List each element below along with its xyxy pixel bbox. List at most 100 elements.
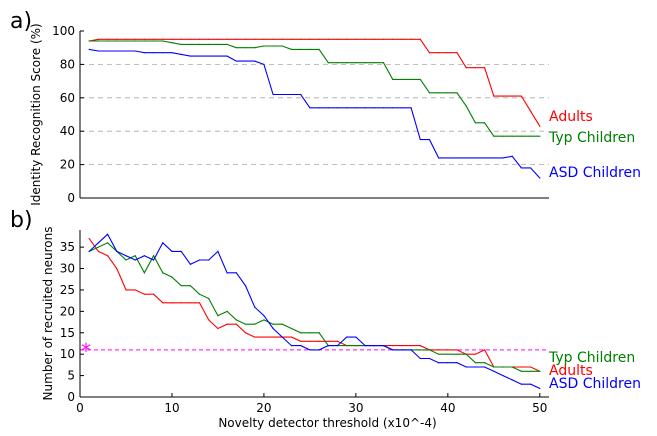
data-point xyxy=(502,95,504,97)
data-point xyxy=(263,38,265,40)
data-point xyxy=(336,62,339,64)
data-point xyxy=(382,62,385,64)
data-point xyxy=(254,323,256,325)
data-point xyxy=(539,387,541,390)
data-point xyxy=(88,250,90,253)
data-point xyxy=(447,353,449,355)
data-point xyxy=(226,43,228,45)
data-point xyxy=(116,38,118,40)
data-point xyxy=(254,38,256,40)
data-point xyxy=(106,38,109,40)
data-point xyxy=(318,38,320,40)
data-point xyxy=(511,155,513,157)
y-axis-label: Number of recruited neurons xyxy=(41,227,55,401)
data-point xyxy=(116,50,118,52)
data-point xyxy=(198,38,201,40)
data-point xyxy=(106,40,109,42)
data-point xyxy=(226,272,228,274)
data-point xyxy=(447,157,449,159)
data-point xyxy=(502,366,504,368)
data-point xyxy=(189,285,191,287)
data-point xyxy=(474,157,477,159)
data-point xyxy=(152,40,155,42)
data-point xyxy=(318,48,320,50)
data-point xyxy=(465,67,467,69)
data-point xyxy=(244,323,247,325)
data-point xyxy=(217,327,219,330)
data-point xyxy=(152,38,155,40)
data-point xyxy=(189,302,191,304)
data-point xyxy=(410,38,412,40)
data-point xyxy=(493,366,495,368)
series-label: Adults xyxy=(549,109,593,125)
data-point xyxy=(300,38,302,40)
data-point xyxy=(474,353,477,355)
data-point xyxy=(244,38,247,40)
data-point xyxy=(263,45,265,47)
data-point xyxy=(162,272,164,274)
data-point xyxy=(263,336,265,338)
data-point xyxy=(419,349,421,351)
data-point xyxy=(520,366,523,368)
data-point xyxy=(484,349,486,351)
data-point xyxy=(106,50,109,52)
data-point xyxy=(309,48,311,50)
data-point xyxy=(290,93,293,96)
data-point xyxy=(484,366,486,368)
data-point xyxy=(474,366,477,368)
series-line-asd-children xyxy=(88,233,541,389)
data-point xyxy=(180,302,182,304)
y-tick-label: 35 xyxy=(60,240,75,254)
data-point xyxy=(327,340,329,342)
data-point xyxy=(143,38,145,40)
data-point xyxy=(143,255,145,257)
x-axis-label: Novelty detector threshold (x10^-4) xyxy=(218,416,436,430)
data-point xyxy=(438,349,440,351)
data-point xyxy=(235,323,237,325)
series-label: Typ Children xyxy=(548,350,635,366)
data-point xyxy=(198,55,201,57)
data-point xyxy=(456,52,458,54)
data-point xyxy=(346,38,348,40)
data-point xyxy=(226,55,228,57)
data-point xyxy=(189,38,191,40)
data-point xyxy=(290,345,293,347)
data-point xyxy=(143,52,145,54)
data-point xyxy=(97,242,99,244)
data-point xyxy=(456,353,458,355)
data-point xyxy=(456,157,458,159)
data-point xyxy=(217,38,219,40)
data-point xyxy=(336,38,339,40)
data-point xyxy=(419,38,421,40)
data-point xyxy=(290,327,293,330)
data-point xyxy=(410,349,412,351)
data-point xyxy=(318,332,320,334)
data-point xyxy=(143,40,145,42)
data-point xyxy=(465,105,467,107)
data-point xyxy=(244,60,247,62)
data-point xyxy=(401,38,403,40)
data-point xyxy=(382,107,385,109)
data-point xyxy=(318,340,320,342)
data-point xyxy=(355,38,357,40)
data-point xyxy=(152,293,155,295)
data-point xyxy=(493,157,495,159)
data-point xyxy=(208,55,210,57)
data-point xyxy=(373,107,375,109)
data-point xyxy=(263,315,265,317)
data-point xyxy=(530,383,532,385)
data-point xyxy=(373,38,375,40)
y-tick-label: 20 xyxy=(60,158,75,172)
data-point xyxy=(263,63,265,65)
data-point xyxy=(300,48,302,50)
data-point xyxy=(401,345,403,347)
series-line-typ-children xyxy=(89,40,540,137)
data-point xyxy=(134,50,136,52)
data-point xyxy=(364,345,366,347)
data-point xyxy=(171,42,173,44)
data-point xyxy=(97,50,99,52)
data-point xyxy=(318,107,320,109)
x-tick-label: 0 xyxy=(76,401,84,415)
data-point xyxy=(392,107,394,109)
y-tick-label: 0 xyxy=(67,390,75,404)
